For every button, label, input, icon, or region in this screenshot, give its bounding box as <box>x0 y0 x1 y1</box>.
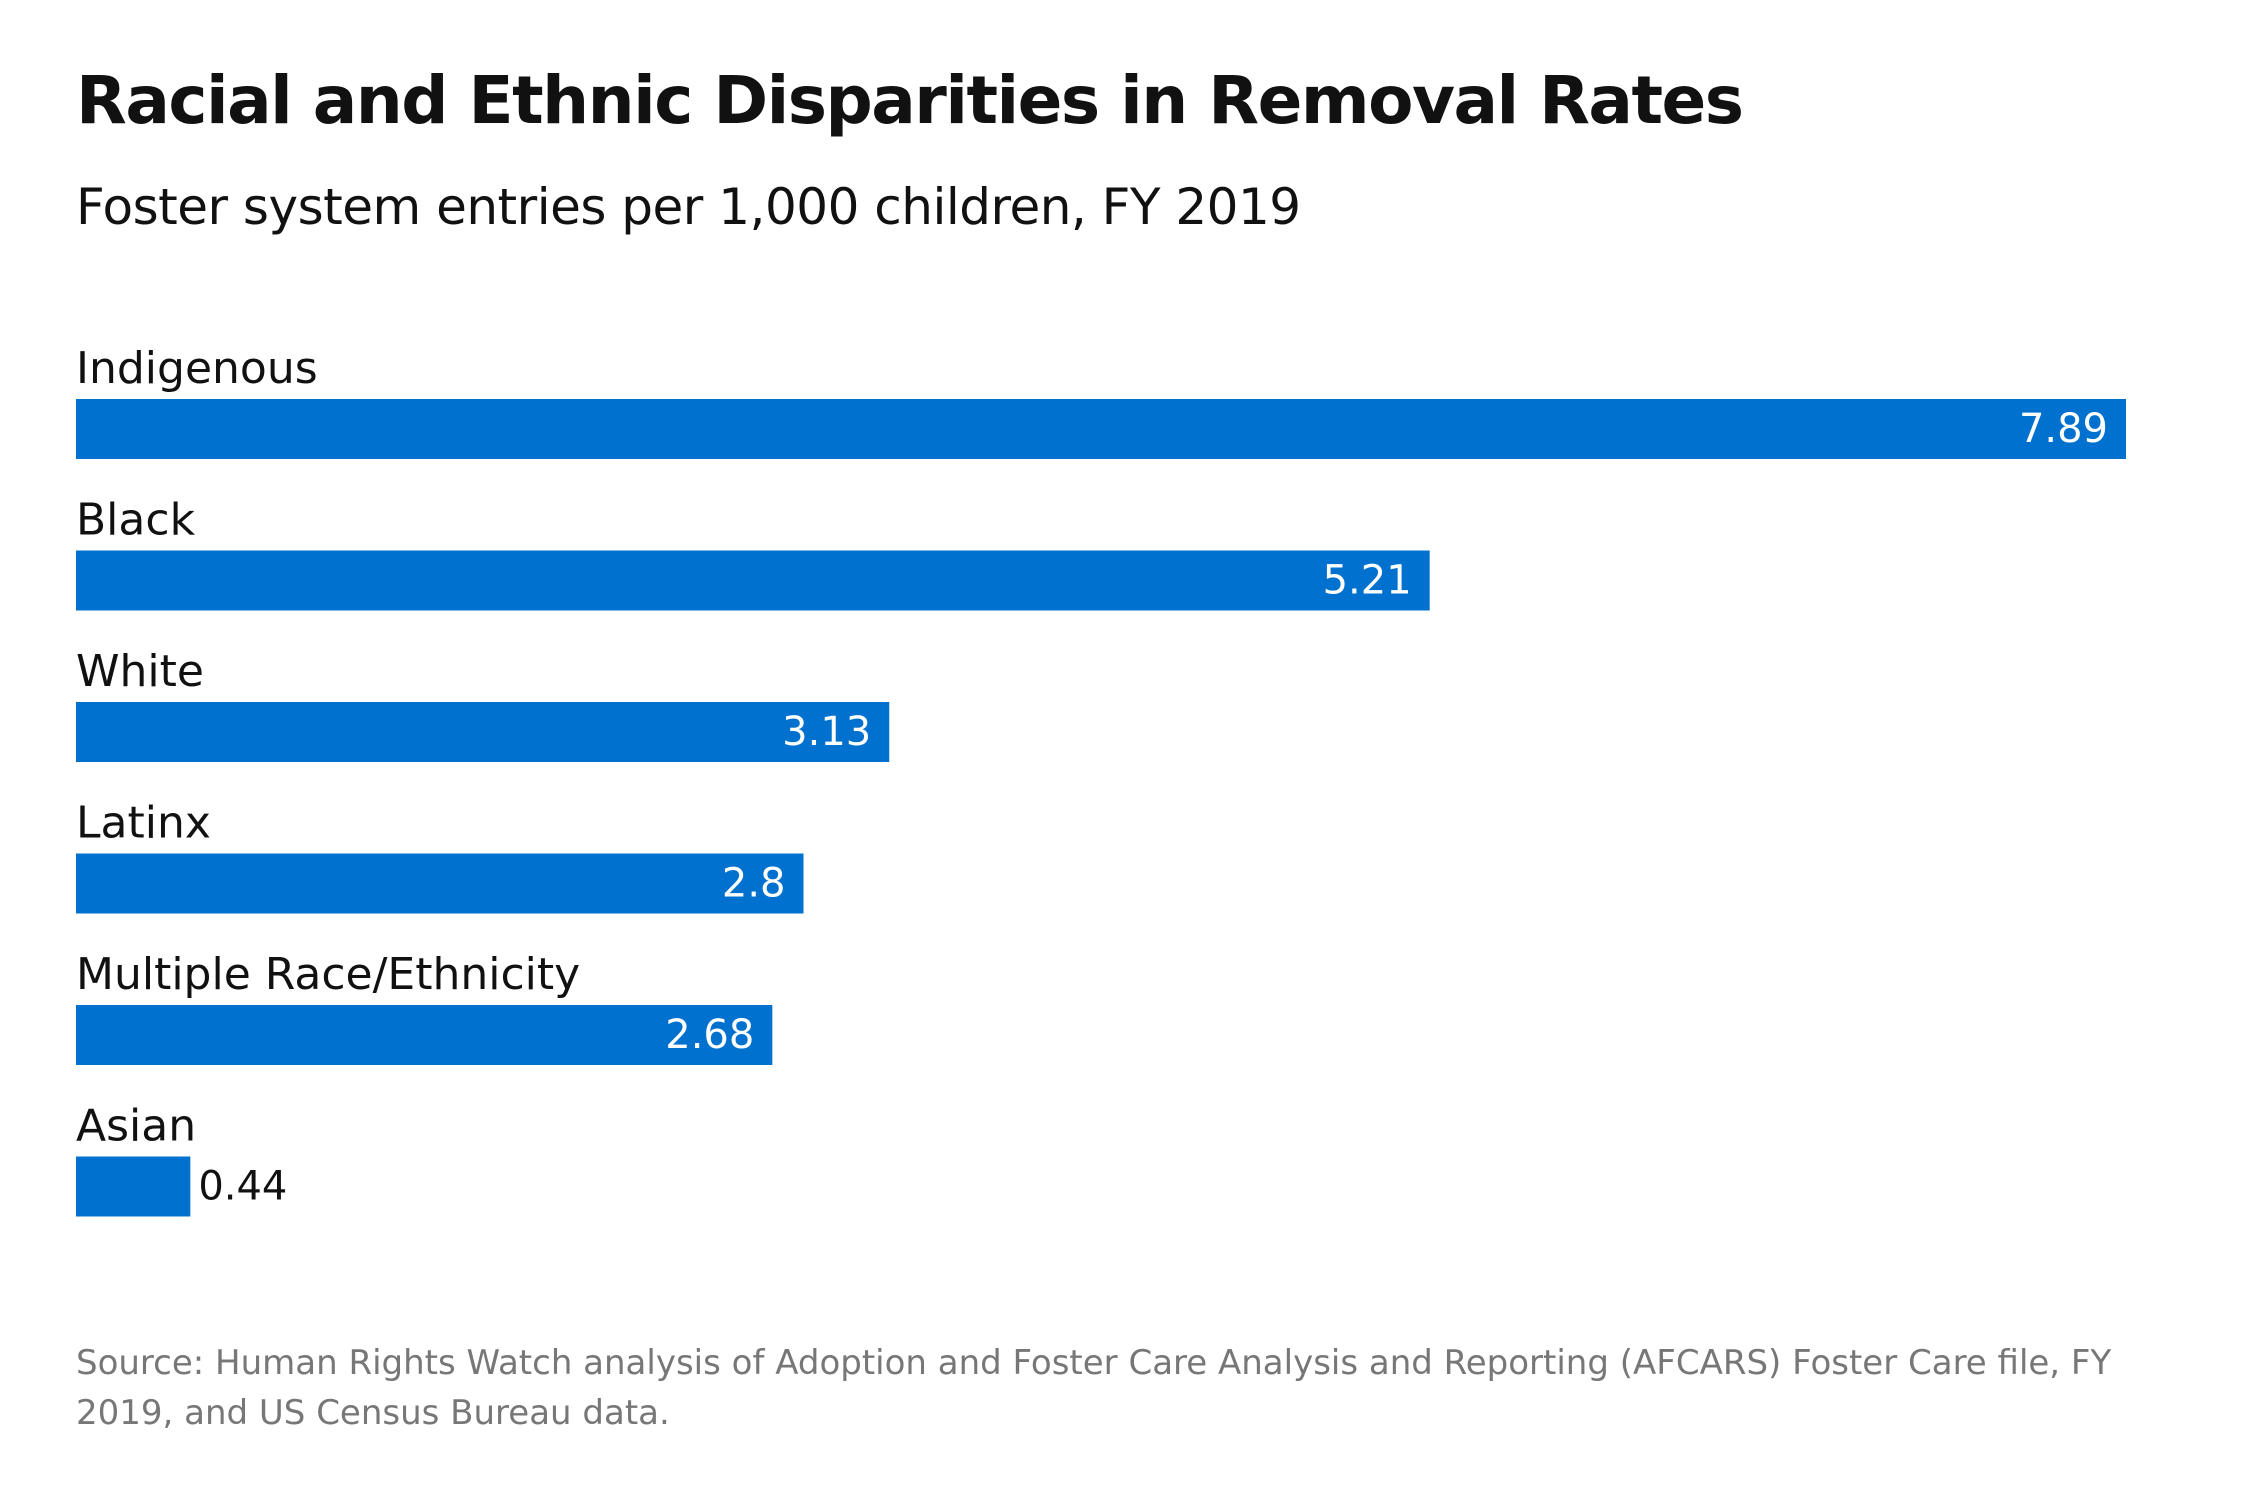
bar-group: White 3.13 <box>76 646 890 762</box>
category-label: Asian <box>76 1101 196 1152</box>
bar-chart: Indigenous 7.89 Black 5.21 White 3.13 Latinx 2.… <box>76 343 2126 1217</box>
category-label: Multiple Race/Ethnicity <box>76 949 580 1000</box>
bar <box>76 1005 773 1065</box>
value-label: 0.44 <box>198 1164 287 1210</box>
value-label: 7.89 <box>2019 406 2108 452</box>
value-label: 3.13 <box>782 709 871 755</box>
value-label: 2.68 <box>665 1012 754 1058</box>
category-label: Black <box>76 495 196 546</box>
category-label: White <box>76 646 204 697</box>
bar-group: Latinx 2.8 <box>76 798 804 914</box>
bar <box>76 702 890 762</box>
source-note: Source: Human Rights Watch analysis of A… <box>76 1343 2112 1433</box>
value-label: 5.21 <box>1323 558 1412 604</box>
category-label: Latinx <box>76 798 211 849</box>
bar <box>76 1156 191 1217</box>
bar-group: Multiple Race/Ethnicity 2.68 <box>76 949 773 1065</box>
bar <box>76 853 804 914</box>
bar-group: Indigenous 7.89 <box>76 343 2126 459</box>
category-label: Indigenous <box>76 343 318 394</box>
bar <box>76 550 1430 611</box>
chart-title: Racial and Ethnic Disparities in Removal… <box>76 62 1744 139</box>
bar <box>76 399 2126 459</box>
bar-group: Black 5.21 <box>76 495 1430 611</box>
chart-subtitle: Foster system entries per 1,000 children… <box>76 178 1301 236</box>
value-label: 2.8 <box>722 861 786 907</box>
